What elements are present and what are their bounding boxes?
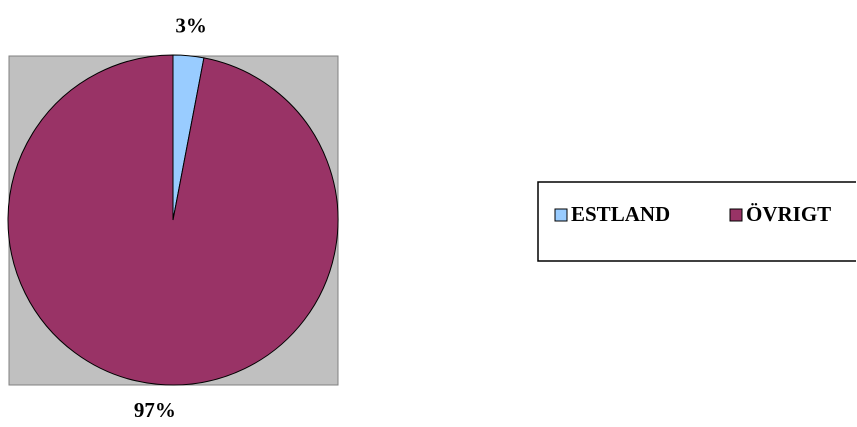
legend-swatch: [554, 208, 568, 222]
legend-box: [537, 181, 856, 262]
legend-label: ESTLAND: [571, 202, 670, 226]
legend-swatch: [729, 208, 743, 222]
data-label: 97%: [134, 398, 176, 422]
legend-label: ÖVRIGT: [746, 202, 831, 226]
pie-slice: [7, 54, 339, 386]
data-label: 3%: [175, 14, 207, 38]
